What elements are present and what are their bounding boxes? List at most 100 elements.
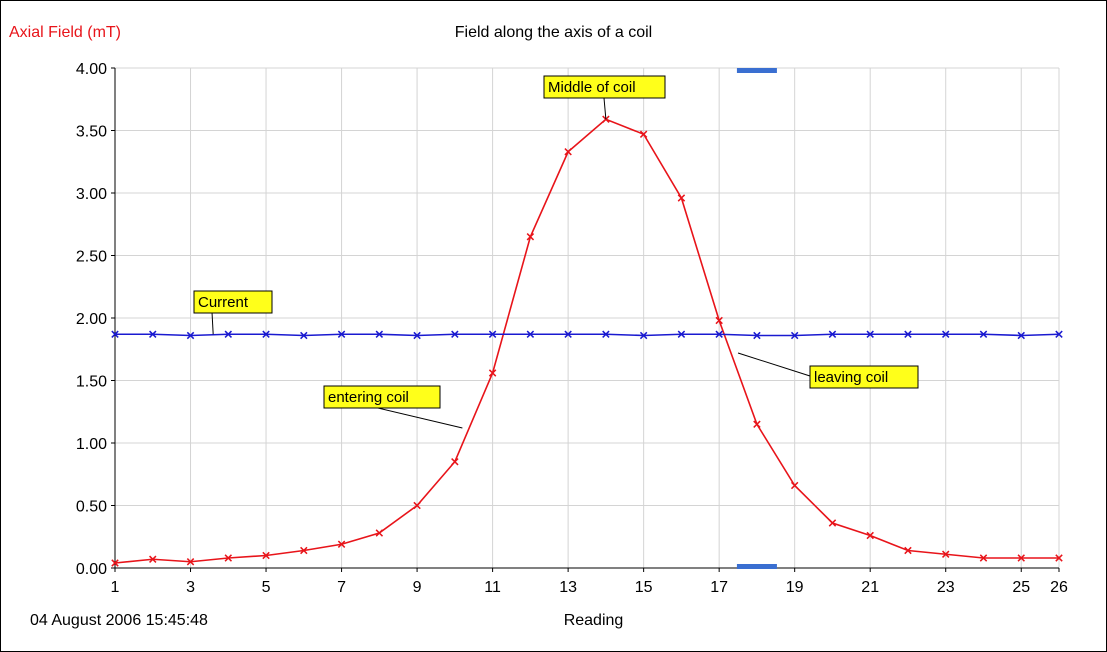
data-point-marker bbox=[715, 316, 723, 325]
x-tick-label: 3 bbox=[186, 579, 195, 596]
series-line bbox=[114, 118, 1059, 564]
data-point-marker bbox=[1055, 330, 1063, 338]
annotation-leader bbox=[603, 97, 607, 120]
data-point-marker bbox=[337, 330, 346, 338]
data-point-marker bbox=[224, 330, 233, 338]
x-tick-label: 23 bbox=[937, 579, 955, 596]
data-point-marker bbox=[488, 369, 497, 377]
cursor-top-marker[interactable] bbox=[736, 68, 777, 73]
data-point-marker bbox=[828, 330, 837, 338]
x-tick-label: 15 bbox=[635, 579, 653, 596]
data-point-marker bbox=[186, 558, 195, 566]
x-tick-label: 5 bbox=[262, 579, 271, 596]
x-tick-label: 1 bbox=[111, 579, 120, 596]
data-point-marker bbox=[375, 529, 384, 537]
data-point-marker bbox=[904, 330, 912, 338]
series-0 bbox=[111, 115, 1063, 567]
annotation: Middle of coil bbox=[543, 75, 666, 120]
cursor-marker bbox=[736, 68, 777, 569]
y-tick-label: 1.00 bbox=[76, 436, 107, 453]
y-tick-label: 1.50 bbox=[76, 374, 107, 391]
data-point-marker bbox=[753, 331, 761, 340]
data-series bbox=[111, 115, 1063, 567]
data-point-marker bbox=[149, 330, 157, 338]
annotation-box bbox=[809, 365, 919, 389]
timestamp: 04 August 2006 15:45:48 bbox=[30, 612, 208, 629]
data-point-marker bbox=[224, 554, 233, 562]
data-point-marker bbox=[186, 331, 195, 340]
x-tick-label: 21 bbox=[861, 579, 879, 596]
annotation-label: Current bbox=[198, 294, 249, 311]
x-tick-label: 25 bbox=[1012, 579, 1030, 596]
data-point-marker bbox=[149, 555, 157, 563]
data-point-marker bbox=[451, 330, 459, 338]
annotation-leader bbox=[211, 311, 214, 335]
annotation: Current bbox=[193, 290, 273, 335]
data-point-marker bbox=[941, 330, 950, 338]
data-point-marker bbox=[526, 330, 535, 338]
series-1 bbox=[111, 330, 1063, 340]
data-point-marker bbox=[790, 331, 799, 340]
data-point-marker bbox=[677, 330, 686, 338]
data-point-marker bbox=[300, 331, 308, 340]
annotation-box bbox=[323, 385, 441, 409]
data-point-marker bbox=[753, 420, 761, 428]
annotation: leaving coil bbox=[737, 352, 919, 389]
data-point-marker bbox=[866, 531, 874, 540]
data-point-marker bbox=[111, 330, 119, 338]
grid-lines bbox=[114, 67, 1060, 569]
annotation: entering coil bbox=[323, 385, 463, 429]
data-point-marker bbox=[488, 330, 497, 338]
data-point-marker bbox=[1017, 331, 1025, 340]
data-point-marker bbox=[262, 330, 270, 338]
data-point-marker bbox=[828, 519, 837, 527]
tick-labels: 0.000.501.001.502.002.503.003.504.001 3 5 7… bbox=[76, 61, 1068, 596]
data-point-marker bbox=[979, 330, 988, 338]
data-point-marker bbox=[866, 330, 874, 338]
data-point-marker bbox=[111, 559, 119, 567]
y-tick-label: 3.50 bbox=[76, 124, 107, 141]
data-point-marker bbox=[979, 554, 988, 562]
data-point-marker bbox=[413, 501, 421, 510]
chart-title: Field along the axis of a coil bbox=[454, 24, 653, 41]
annotation-label: leaving coil bbox=[814, 369, 888, 386]
y-tick-label: 4.00 bbox=[76, 61, 107, 78]
x-tick-label: 19 bbox=[786, 579, 804, 596]
annotations: Middle of coil Current entering coil leavin… bbox=[193, 75, 919, 429]
series-line bbox=[115, 333, 1060, 337]
data-point-marker bbox=[300, 546, 308, 555]
data-point-marker bbox=[677, 194, 686, 202]
y-tick-label: 0.50 bbox=[76, 499, 107, 516]
annotation-box bbox=[543, 75, 666, 99]
x-tick-label: 13 bbox=[559, 579, 577, 596]
x-tick-label: 26 bbox=[1050, 579, 1068, 596]
annotation-box bbox=[193, 290, 273, 314]
x-tick-label: 7 bbox=[337, 579, 346, 596]
data-point-marker bbox=[375, 330, 384, 338]
data-point-marker bbox=[941, 550, 950, 558]
cursor-bottom-marker[interactable] bbox=[736, 564, 777, 569]
data-point-marker bbox=[904, 546, 912, 555]
data-point-marker bbox=[1055, 554, 1063, 562]
data-point-marker bbox=[413, 331, 421, 340]
y-tick-label: 0.00 bbox=[76, 561, 107, 578]
annotation-label: Middle of coil bbox=[548, 79, 636, 96]
y-tick-label: 2.00 bbox=[76, 311, 107, 328]
x-tick-label: 9 bbox=[413, 579, 422, 596]
data-point-marker bbox=[564, 330, 572, 338]
data-point-marker bbox=[262, 551, 270, 560]
y-tick-label: 3.00 bbox=[76, 186, 107, 203]
annotation-label: entering coil bbox=[328, 389, 409, 406]
data-point-marker bbox=[602, 330, 610, 338]
x-tick-label: 11 bbox=[484, 579, 501, 596]
x-tick-label: 17 bbox=[710, 579, 728, 596]
data-point-marker bbox=[451, 458, 459, 466]
data-point-marker bbox=[715, 330, 723, 338]
data-point-marker bbox=[337, 540, 346, 548]
data-point-marker bbox=[639, 130, 648, 138]
data-point-marker bbox=[790, 481, 799, 490]
data-point-marker bbox=[526, 233, 535, 241]
y-tick-label: 2.50 bbox=[76, 249, 107, 266]
annotation-leader bbox=[377, 407, 463, 429]
